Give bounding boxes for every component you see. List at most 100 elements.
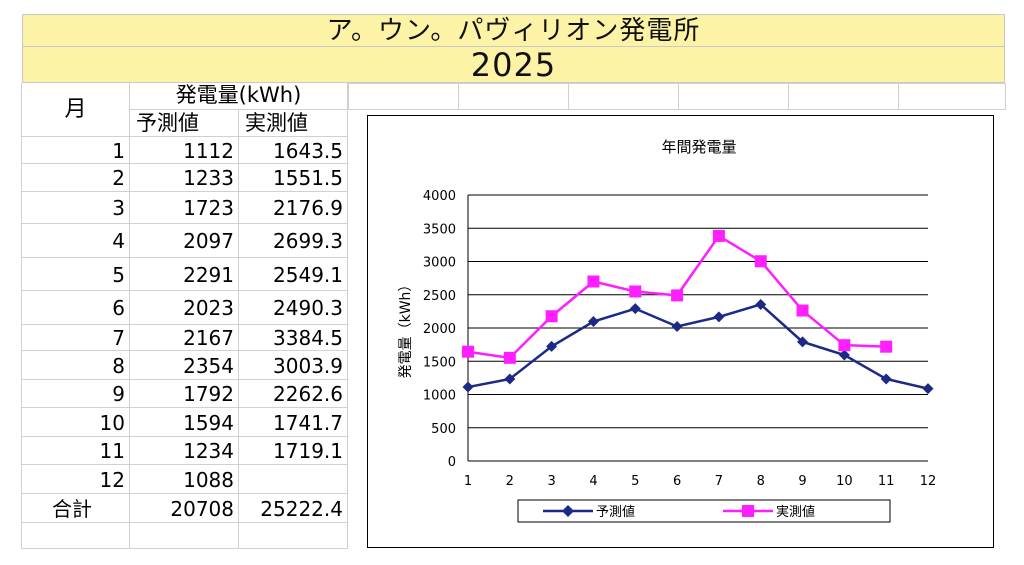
data-point-forecast xyxy=(546,340,558,352)
generation-header: 発電量(kWh) xyxy=(130,83,348,110)
data-point-forecast xyxy=(629,303,641,315)
legend-label: 実測値 xyxy=(776,504,815,520)
table-cell-month: 5 xyxy=(22,258,130,291)
table-cell-forecast: 2167 xyxy=(130,325,239,351)
x-tick-label: 3 xyxy=(547,474,555,489)
table-cell-forecast: 2023 xyxy=(130,291,239,325)
data-point-actual xyxy=(629,285,642,298)
table-cell-forecast: 2097 xyxy=(130,224,239,258)
y-tick-label: 3500 xyxy=(423,222,456,237)
series-line-1 xyxy=(467,303,929,390)
grid-line xyxy=(348,109,1005,110)
grid-line xyxy=(678,83,679,110)
table-cell-actual xyxy=(239,465,348,494)
table-cell-actual: 1643.5 xyxy=(239,137,348,164)
table-cell-forecast: 1594 xyxy=(130,408,239,437)
x-tick-label: 10 xyxy=(836,474,853,489)
chart-area: 年間発電量 0 500 1000 1500 2000 2500 3000 3500 4000 1 2 3… xyxy=(367,115,994,548)
table-cell-forecast: 1233 xyxy=(130,164,239,192)
x-tick-label: 5 xyxy=(631,474,639,489)
legend-marker-forecast xyxy=(562,505,574,517)
data-point-forecast xyxy=(504,373,516,385)
forecast-header: 予測値 xyxy=(130,110,239,137)
plant-title: ア。ウン。パヴィリオン発電所 xyxy=(22,14,1005,47)
table-cell-month: 9 xyxy=(22,380,130,408)
y-tick-label: 3000 xyxy=(423,256,456,271)
data-point-forecast xyxy=(671,320,683,332)
table-cell-month: 12 xyxy=(22,465,130,494)
table-cell-month: 4 xyxy=(22,224,130,258)
data-point-actual xyxy=(838,339,851,352)
data-point-actual xyxy=(796,304,809,317)
data-point-actual xyxy=(880,340,893,353)
grid-line xyxy=(458,83,459,110)
table-cell-forecast: 1723 xyxy=(130,192,239,224)
data-point-forecast xyxy=(755,298,767,310)
line-chart: 年間発電量 0 500 1000 1500 2000 2500 3000 3500 4000 1 2 3… xyxy=(398,138,936,523)
empty-cell xyxy=(239,523,348,549)
grid-line xyxy=(898,83,899,110)
y-tick-label: 1000 xyxy=(423,389,456,404)
table-cell-actual: 1551.5 xyxy=(239,164,348,192)
chart-title: 年間発電量 xyxy=(661,138,736,156)
data-point-forecast xyxy=(797,336,809,348)
table-cell-actual: 2176.9 xyxy=(239,192,348,224)
total-actual: 25222.4 xyxy=(239,494,348,523)
table-cell-forecast: 1112 xyxy=(130,137,239,164)
table-cell-actual: 2549.1 xyxy=(239,258,348,291)
table-cell-month: 2 xyxy=(22,164,130,192)
table-cell-forecast: 2291 xyxy=(130,258,239,291)
legend-marker-actual xyxy=(742,505,754,517)
table-cell-month: 6 xyxy=(22,291,130,325)
table-cell-forecast: 1234 xyxy=(130,437,239,465)
grid-line xyxy=(348,83,1005,84)
y-tick-label: 1500 xyxy=(423,355,456,370)
grid-line xyxy=(788,83,789,110)
table-cell-actual: 3384.5 xyxy=(239,325,348,351)
data-point-actual xyxy=(462,345,474,358)
x-tick-label: 7 xyxy=(715,474,723,489)
data-point-forecast xyxy=(587,316,599,328)
data-point-actual xyxy=(671,289,684,302)
data-point-forecast xyxy=(838,349,850,361)
total-forecast: 20708 xyxy=(130,494,239,523)
grid-line xyxy=(348,83,349,110)
table-cell-actual: 1741.7 xyxy=(239,408,348,437)
x-tick-label: 11 xyxy=(878,474,895,489)
table-cell-month: 11 xyxy=(22,437,130,465)
x-tick-label: 6 xyxy=(673,474,681,489)
total-label: 合計 xyxy=(22,494,130,523)
x-tick-label: 2 xyxy=(506,474,514,489)
year-title: 2025 xyxy=(22,46,1005,84)
y-tick-label: 500 xyxy=(431,422,456,437)
y-axis-label: 発電量（kWh） xyxy=(398,278,414,379)
y-tick-label: 0 xyxy=(448,455,456,470)
table-cell-month: 10 xyxy=(22,408,130,437)
x-tick-label: 9 xyxy=(798,474,806,489)
table-cell-month: 1 xyxy=(22,137,130,164)
table-cell-month: 7 xyxy=(22,325,130,351)
grid-line xyxy=(21,83,22,549)
grid-line xyxy=(1005,83,1006,110)
y-tick-label: 4000 xyxy=(423,189,456,204)
y-tick-label: 2500 xyxy=(423,289,456,304)
actual-header: 実測値 xyxy=(239,110,348,137)
grid-line xyxy=(568,83,569,110)
empty-cell xyxy=(130,523,239,549)
x-tick-label: 1 xyxy=(464,474,472,489)
legend-label: 予測値 xyxy=(596,504,635,520)
data-point-actual xyxy=(503,351,516,364)
x-tick-label: 4 xyxy=(589,474,597,489)
table-cell-month: 3 xyxy=(22,192,130,224)
table-cell-month: 8 xyxy=(22,351,130,380)
table-cell-forecast: 1088 xyxy=(130,465,239,494)
table-cell-actual: 1719.1 xyxy=(239,437,348,465)
x-tick-label: 8 xyxy=(757,474,765,489)
data-point-forecast xyxy=(713,311,725,323)
data-point-actual xyxy=(712,229,725,242)
legend-box xyxy=(517,499,891,523)
data-point-actual xyxy=(587,275,600,288)
table-cell-actual: 3003.9 xyxy=(239,351,348,380)
data-point-actual xyxy=(754,255,767,268)
y-tick-label: 2000 xyxy=(423,322,456,337)
